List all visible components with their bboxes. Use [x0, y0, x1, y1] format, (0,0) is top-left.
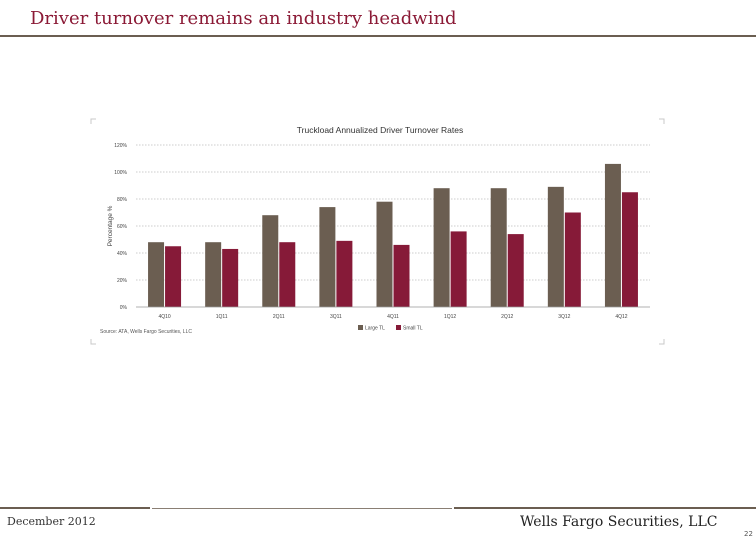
- bar-large-tl-3q11: [319, 207, 336, 307]
- bar-large-tl-3q12: [547, 186, 564, 307]
- legend-label-large-tl: Large TL: [365, 326, 385, 332]
- legend-label-small-tl: Small TL: [403, 326, 423, 332]
- bar-small-tl-4q10: [165, 246, 182, 307]
- x-tick-label: 1Q12: [444, 314, 456, 320]
- chart-title: Truckload Annualized Driver Turnover Rat…: [297, 125, 463, 135]
- bars: [148, 163, 638, 307]
- slide-title: Driver turnover remains an industry head…: [30, 8, 457, 29]
- y-tick-label: 20%: [117, 278, 128, 284]
- x-tick-label: 3Q12: [558, 314, 570, 320]
- source-note: Source: ATA, Wells Fargo Securities, LLC: [100, 329, 192, 335]
- title-divider: [0, 35, 756, 37]
- x-tick-label: 4Q12: [615, 314, 627, 320]
- footer-company: Wells Fargo Securities, LLC: [520, 514, 718, 530]
- y-tick-label: 0%: [120, 305, 128, 311]
- y-tick-label: 60%: [117, 224, 128, 230]
- bar-small-tl-4q11: [393, 244, 410, 307]
- footer-rule-left: [0, 507, 150, 509]
- x-axis-ticks: 4Q10 1Q11 2Q11 3Q11 4Q11 1Q12 2Q12 3Q12 4Q12: [158, 314, 627, 320]
- y-tick-label: 100%: [114, 170, 127, 176]
- x-tick-label: 1Q11: [216, 314, 228, 320]
- bar-small-tl-3q11: [336, 240, 353, 307]
- bar-large-tl-4q12: [604, 163, 621, 307]
- x-tick-label: 2Q11: [273, 314, 285, 320]
- y-axis-label: Percentage %: [107, 205, 114, 246]
- turnover-chart: Truckload Annualized Driver Turnover Rat…: [90, 118, 665, 345]
- bar-large-tl-2q11: [262, 215, 279, 307]
- bar-large-tl-1q11: [205, 242, 222, 307]
- page-number: 22: [744, 530, 753, 538]
- bar-large-tl-4q10: [148, 242, 165, 307]
- bar-small-tl-4q12: [621, 192, 638, 307]
- x-tick-label: 4Q10: [158, 314, 170, 320]
- x-tick-label: 2Q12: [501, 314, 513, 320]
- legend-swatch-small-tl: [396, 325, 401, 330]
- y-tick-label: 80%: [117, 197, 128, 203]
- y-axis-ticks: 0% 20% 40% 60% 80% 100% 120%: [114, 143, 127, 311]
- bar-small-tl-3q12: [564, 212, 581, 307]
- bar-small-tl-2q11: [279, 242, 296, 307]
- footer-rule-right: [454, 507, 756, 509]
- footer-date: December 2012: [7, 515, 96, 528]
- footer-rule-middle: [152, 508, 452, 509]
- y-tick-label: 120%: [114, 143, 127, 149]
- y-tick-label: 40%: [117, 251, 128, 257]
- bar-large-tl-1q12: [433, 188, 450, 307]
- bar-large-tl-2q12: [490, 188, 507, 307]
- legend: Large TL Small TL: [358, 325, 423, 332]
- legend-swatch-large-tl: [358, 325, 363, 330]
- x-tick-label: 4Q11: [387, 314, 399, 320]
- chart-frame-corners: [90, 118, 665, 345]
- bar-large-tl-4q11: [376, 201, 393, 307]
- bar-small-tl-1q11: [222, 248, 239, 307]
- chart-container: Truckload Annualized Driver Turnover Rat…: [90, 118, 665, 345]
- x-tick-label: 3Q11: [330, 314, 342, 320]
- bar-small-tl-2q12: [507, 234, 524, 307]
- bar-small-tl-1q12: [450, 231, 467, 307]
